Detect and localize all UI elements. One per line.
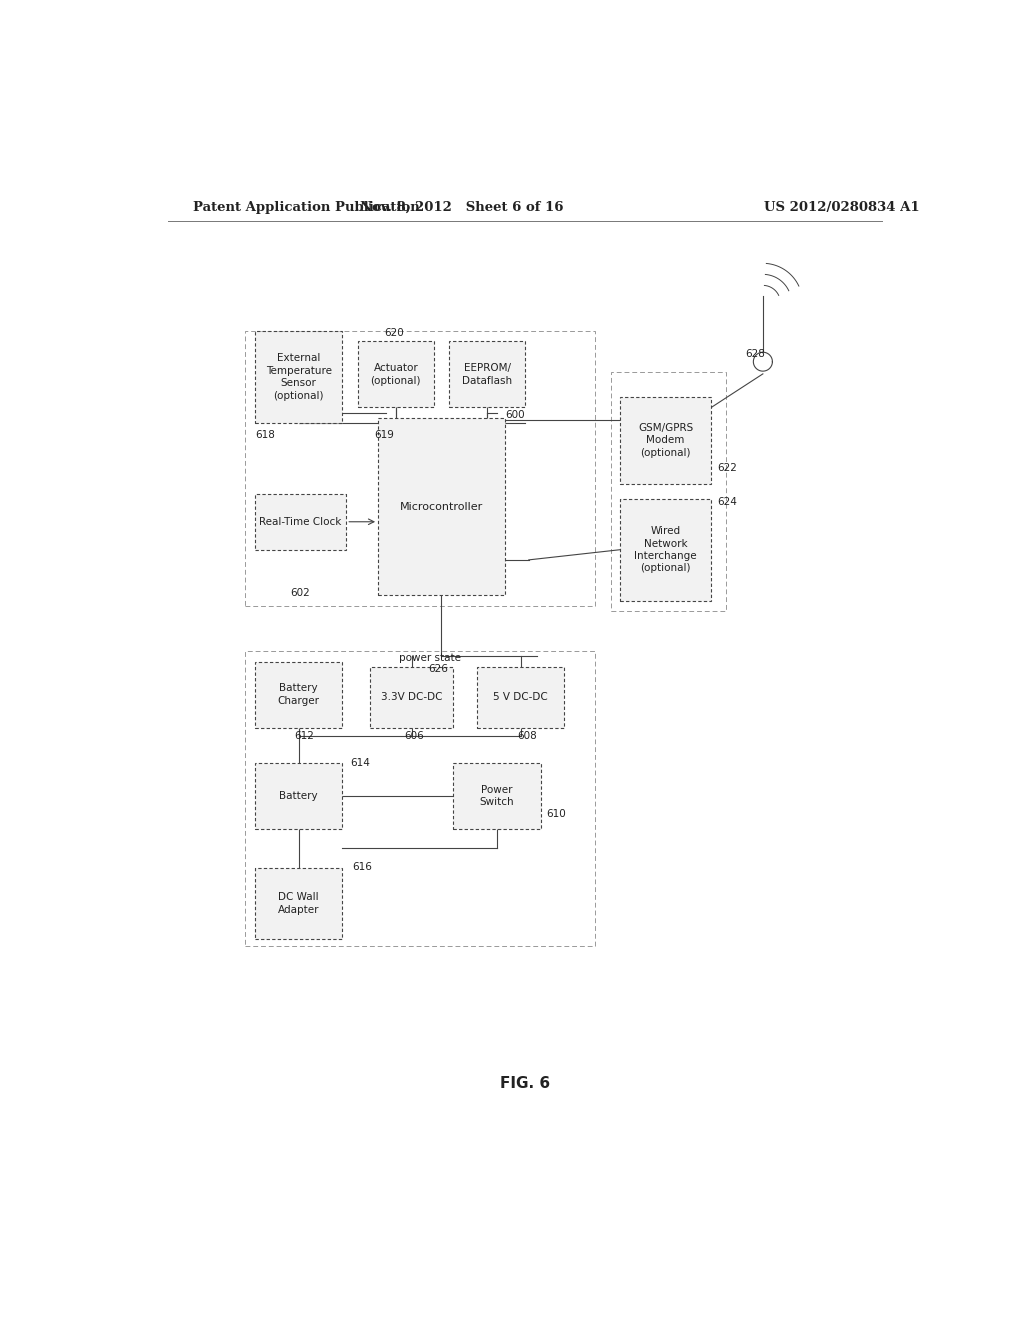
Text: Wired
Network
Interchange
(optional): Wired Network Interchange (optional) xyxy=(634,527,697,573)
Bar xyxy=(255,494,346,549)
Text: External
Temperature
Sensor
(optional): External Temperature Sensor (optional) xyxy=(265,354,332,400)
Text: Battery
Charger: Battery Charger xyxy=(278,684,319,706)
Text: Battery: Battery xyxy=(280,791,317,801)
Text: Power
Switch: Power Switch xyxy=(479,785,514,808)
Text: 606: 606 xyxy=(404,731,424,741)
Bar xyxy=(246,331,595,606)
Bar xyxy=(610,372,726,611)
Text: 612: 612 xyxy=(295,731,314,741)
Text: Nov. 8, 2012   Sheet 6 of 16: Nov. 8, 2012 Sheet 6 of 16 xyxy=(359,201,563,214)
Bar xyxy=(255,331,342,422)
Bar xyxy=(477,667,564,727)
Bar xyxy=(620,499,712,601)
Text: 610: 610 xyxy=(546,809,566,818)
Text: Microcontroller: Microcontroller xyxy=(399,502,483,512)
Text: 626: 626 xyxy=(428,664,447,673)
Text: 608: 608 xyxy=(517,731,537,741)
Bar xyxy=(370,667,454,727)
Text: DC Wall
Adapter: DC Wall Adapter xyxy=(278,892,319,915)
Text: 619: 619 xyxy=(374,430,394,440)
Text: US 2012/0280834 A1: US 2012/0280834 A1 xyxy=(765,201,920,214)
Bar xyxy=(255,763,342,829)
Text: 624: 624 xyxy=(717,496,736,507)
Bar xyxy=(255,661,342,727)
Text: 5 V DC-DC: 5 V DC-DC xyxy=(494,692,548,702)
Bar xyxy=(454,763,541,829)
Text: 614: 614 xyxy=(350,758,370,768)
Text: 618: 618 xyxy=(255,430,274,440)
Text: Patent Application Publication: Patent Application Publication xyxy=(194,201,420,214)
Bar xyxy=(255,867,342,939)
Text: Real-Time Clock: Real-Time Clock xyxy=(259,516,342,527)
Text: 602: 602 xyxy=(291,589,310,598)
Bar xyxy=(450,342,524,408)
Text: Actuator
(optional): Actuator (optional) xyxy=(371,363,421,385)
Bar xyxy=(358,342,433,408)
Text: 616: 616 xyxy=(352,862,372,871)
Text: 600: 600 xyxy=(505,409,524,420)
Text: 628: 628 xyxy=(745,348,765,359)
Text: power state: power state xyxy=(398,653,461,664)
Text: 620: 620 xyxy=(384,329,404,338)
Text: 3.3V DC-DC: 3.3V DC-DC xyxy=(381,692,442,702)
Bar xyxy=(246,651,595,946)
Text: GSM/GPRS
Modem
(optional): GSM/GPRS Modem (optional) xyxy=(638,422,693,458)
Bar xyxy=(378,417,505,595)
Text: 622: 622 xyxy=(717,463,736,474)
Text: FIG. 6: FIG. 6 xyxy=(500,1076,550,1090)
Text: EEPROM/
Dataflash: EEPROM/ Dataflash xyxy=(462,363,512,385)
Bar xyxy=(620,397,712,483)
